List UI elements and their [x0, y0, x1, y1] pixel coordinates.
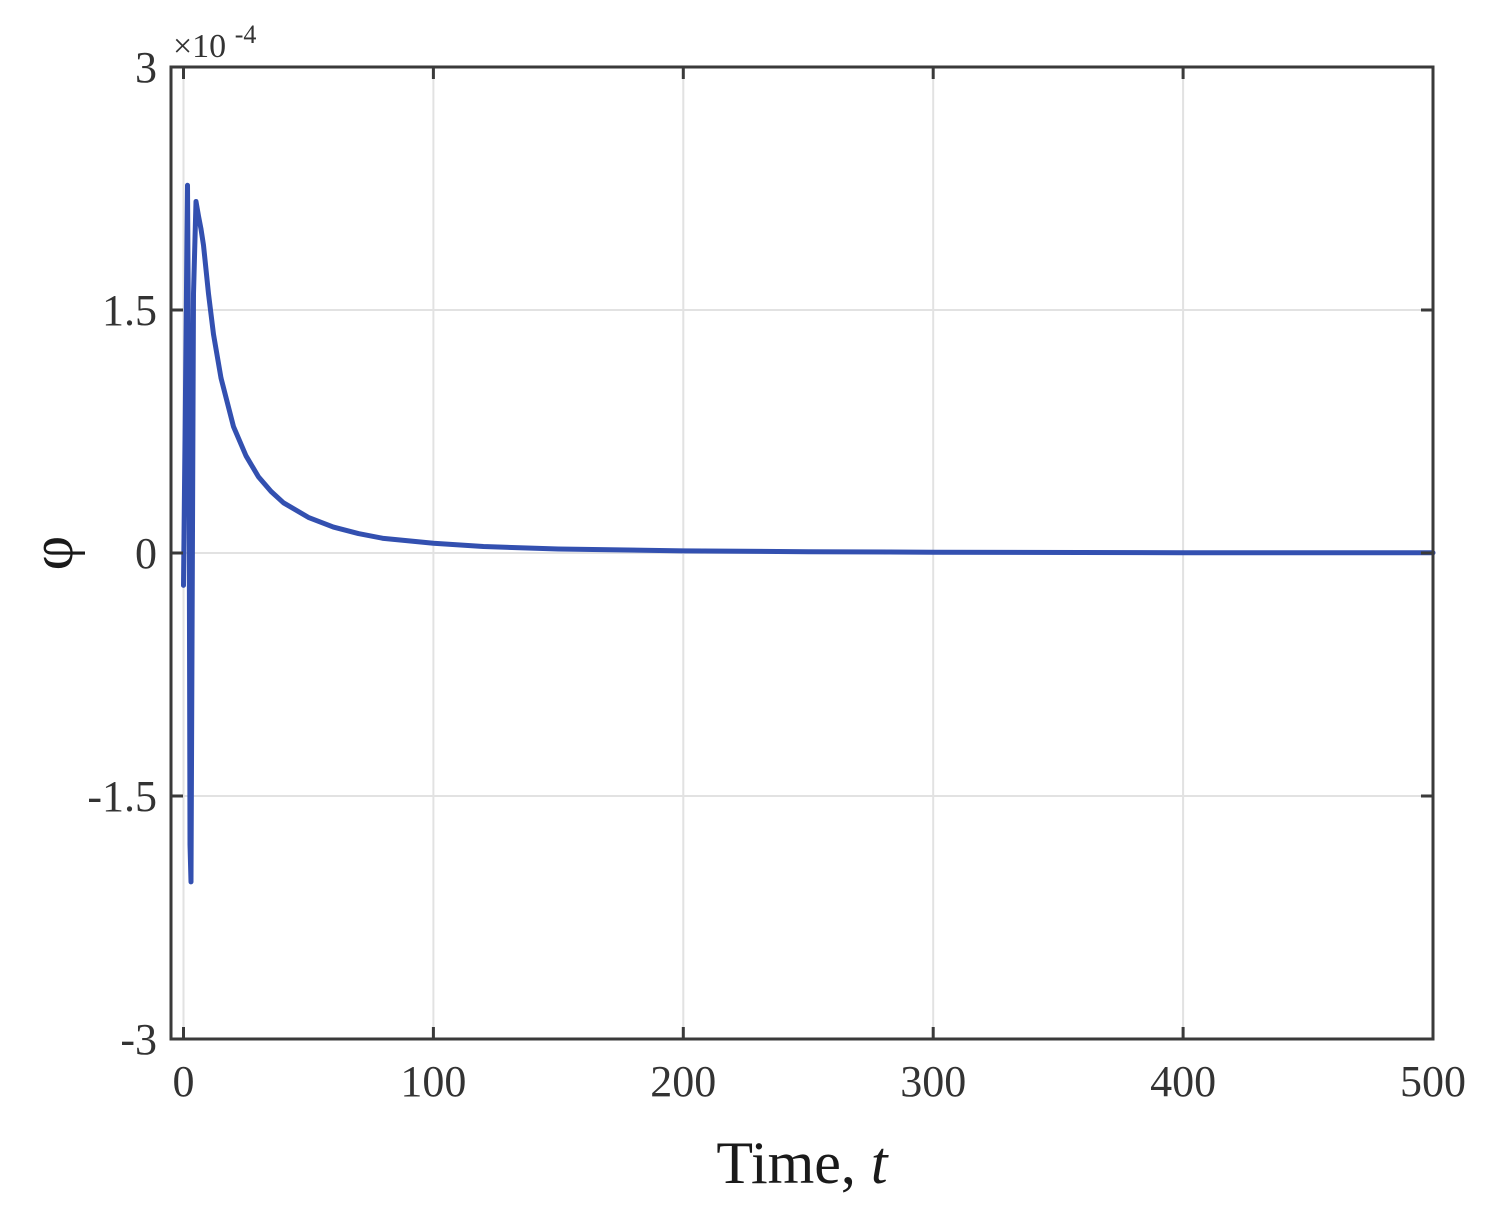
y-tick-label: 3 [135, 43, 157, 92]
x-axis-label-text: Time, [716, 1130, 871, 1196]
series-layer [181, 182, 1436, 885]
y-tick-label: -3 [120, 1015, 157, 1064]
axis-ticks [171, 65, 1435, 1041]
y-tick-label: -1.5 [87, 772, 157, 821]
x-tick-label: 300 [900, 1057, 966, 1106]
series-line [181, 182, 1436, 885]
x-axis-label: Time, t [716, 1130, 889, 1196]
y-multiplier-base: ×10 [173, 28, 226, 65]
y-tick-labels: -3 -1.5 0 1.5 3 [87, 43, 157, 1064]
x-tick-label: 100 [400, 1057, 466, 1106]
x-tick-label: 500 [1400, 1057, 1466, 1106]
x-tick-label: 0 [172, 1057, 194, 1106]
x-tick-label: 200 [650, 1057, 716, 1106]
y-tick-label: 0 [135, 529, 157, 578]
y-tick-label: 1.5 [102, 286, 157, 335]
y-axis-multiplier: ×10 -4 [173, 20, 256, 65]
y-multiplier-exponent: -4 [235, 20, 257, 49]
y-axis-label: φ [19, 536, 85, 571]
x-tick-label: 400 [1150, 1057, 1216, 1106]
x-axis-label-variable: t [871, 1130, 889, 1196]
x-tick-labels: 0 100 200 300 400 500 [172, 1057, 1466, 1106]
